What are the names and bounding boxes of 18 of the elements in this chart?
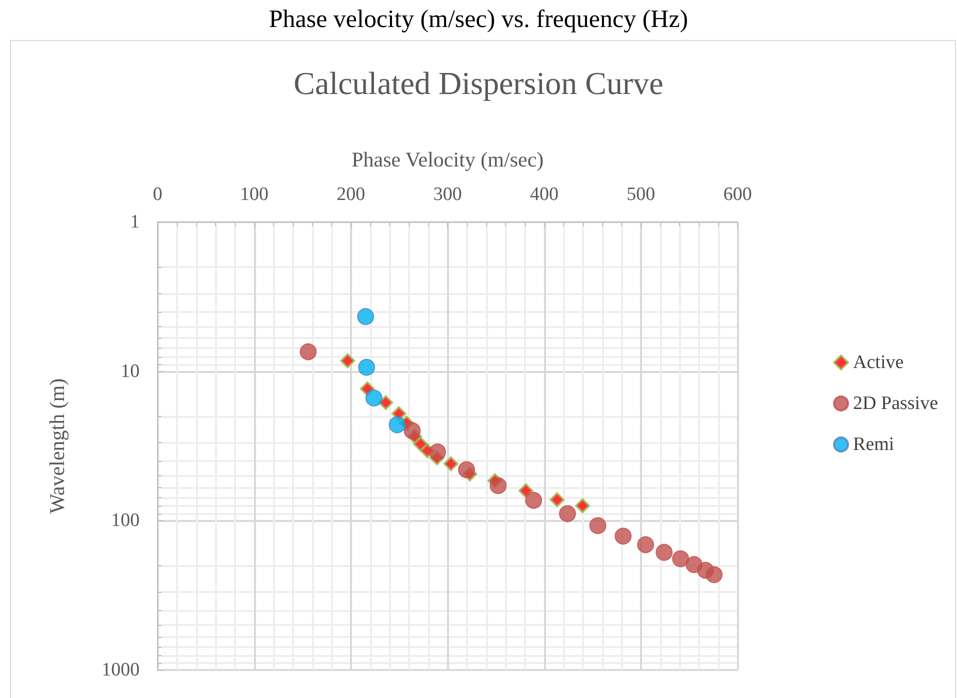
- x-tick-label: 400: [530, 184, 559, 205]
- x-tick-label: 0: [152, 184, 162, 205]
- x-axis-title: Phase Velocity (m/sec): [352, 148, 544, 172]
- y-tick-label: 1000: [102, 660, 140, 680]
- y-tick-label: 10: [120, 360, 140, 382]
- y-axis-title: Wavelength (m): [45, 378, 70, 514]
- x-tick-label: 500: [626, 184, 656, 205]
- x-tick-label: 300: [433, 184, 462, 205]
- chart-subtitle: Calculated Dispersion Curve: [294, 65, 664, 101]
- chart-title: Phase velocity (m/sec) vs. frequency (Hz): [268, 6, 690, 34]
- x-tick-label: 100: [240, 184, 269, 205]
- legend-label: Active: [853, 352, 904, 373]
- x-tick-label: 200: [336, 184, 366, 205]
- y-tick-label: 100: [111, 510, 140, 532]
- legend-label: Remi: [853, 434, 894, 455]
- legend-label: 2D Passive: [853, 393, 938, 414]
- y-tick-label: 1: [130, 212, 140, 232]
- x-tick-label: 600: [723, 184, 752, 205]
